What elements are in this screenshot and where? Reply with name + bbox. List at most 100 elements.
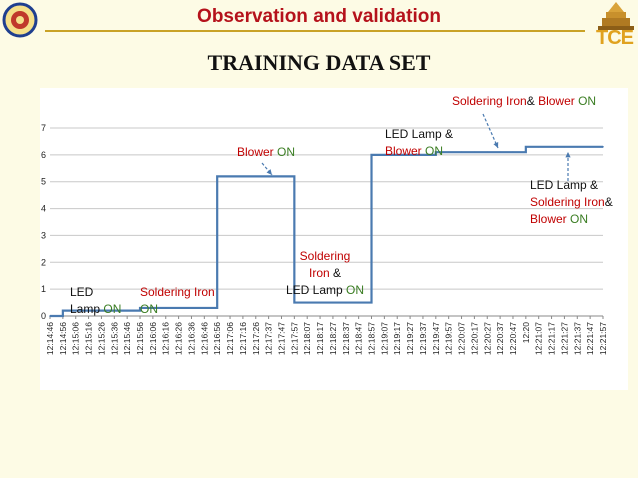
data-point: [164, 307, 167, 309]
x-tick-label: 12:16:26: [174, 322, 184, 355]
data-point: [332, 301, 334, 304]
temple-icon: [598, 2, 634, 30]
annotation-text: LED Lamp &: [385, 127, 453, 141]
x-tick-label: 12:15:46: [122, 322, 132, 355]
x-tick-label: 12:19:27: [405, 322, 415, 355]
annotation-text: Blower: [385, 144, 425, 158]
y-tick-label: 6: [41, 150, 46, 160]
data-point: [293, 301, 296, 304]
annotation-ann6: Soldering Iron& Blower ON: [452, 94, 596, 108]
data-point: [229, 175, 231, 178]
slide-subtitle: TRAINING DATA SET: [207, 50, 431, 75]
data-point: [435, 151, 437, 153]
data-point: [409, 154, 411, 156]
annotation-line: LED: [70, 285, 94, 299]
annotation-line: Soldering Iron&: [530, 195, 613, 209]
annotation-text: Soldering Iron: [530, 195, 605, 209]
data-point: [139, 307, 141, 309]
x-tick-label: 12:17:37: [264, 322, 274, 355]
x-tick-label: 12:15:16: [84, 322, 94, 355]
annotation-text: Iron: [309, 266, 333, 280]
data-point: [177, 307, 180, 309]
annotation-text: ON: [570, 212, 588, 226]
annotation-text: Lamp: [70, 302, 103, 316]
x-tick-label: 12:21:17: [547, 322, 557, 355]
x-tick-label: 12:15:26: [96, 322, 106, 355]
data-point: [563, 146, 566, 148]
annotation-ann3: Blower ON: [237, 145, 295, 159]
x-tick-label: 12:19:37: [418, 322, 428, 355]
y-tick-label: 4: [41, 204, 46, 214]
x-tick-label: 12:16:36: [186, 322, 196, 355]
y-tick-label: 3: [41, 230, 46, 240]
x-tick-label: 12:21:47: [585, 322, 595, 355]
annotation-text: Soldering Iron: [140, 285, 215, 299]
arrow-head: [565, 152, 571, 158]
x-tick-label: 12:18:47: [354, 322, 364, 355]
arrow-head: [493, 142, 499, 148]
x-tick-label: 12:21:37: [572, 322, 582, 355]
x-tick-label: 12:16:06: [148, 322, 158, 355]
annotation-line: LED Lamp ON: [286, 283, 364, 297]
x-tick-label: 12:15:36: [109, 322, 119, 355]
chart-panel: 0 1 2 3 4 5 6 7 12:14:46 12:14:56 12:15:06 12:15:16…: [40, 88, 628, 390]
annotation-text: LED: [70, 285, 94, 299]
annotation-text: ON: [425, 144, 443, 158]
annotation-ann5: LED Lamp & Blower ON: [385, 127, 453, 158]
x-tick-label: 12:14:56: [58, 322, 68, 355]
title-divider: [45, 30, 585, 32]
annotation-text: &: [605, 195, 613, 209]
y-tick-label: 5: [41, 177, 46, 187]
x-tick-label: 12:18:37: [341, 322, 351, 355]
x-tick-label: 12:16:56: [212, 322, 222, 355]
x-tick-label: 12:19:17: [392, 322, 402, 355]
x-tick-label: 12:21:07: [534, 322, 544, 355]
data-point: [589, 146, 591, 148]
data-point: [113, 309, 116, 312]
institution-emblem-icon: [2, 2, 38, 38]
annotation-text: Soldering Iron: [452, 94, 527, 108]
y-tick-label: 1: [41, 284, 46, 294]
data-point: [422, 154, 424, 156]
x-tick-label: 12:18:57: [367, 322, 377, 355]
annotation-line: Lamp ON: [70, 302, 121, 316]
x-tick-label: 12:14:46: [45, 322, 55, 355]
data-point: [473, 151, 476, 153]
x-tick-label: 12:20:37: [495, 322, 505, 355]
slide-title: Observation and validation: [197, 6, 441, 27]
x-tick-label: 12:20:07: [457, 322, 467, 355]
annotation-line: LED Lamp &: [385, 127, 453, 141]
data-point: [576, 146, 579, 148]
tce-logo: TCE: [594, 0, 638, 52]
x-tick-label: 12:18:27: [328, 322, 338, 355]
x-tick-label: 12:21:27: [559, 322, 569, 355]
data-point: [254, 175, 257, 178]
x-tick-label: 12:20:17: [469, 322, 479, 355]
annotation-arrow: [482, 113, 499, 149]
data-point: [447, 151, 450, 153]
x-tick-label: 12:16:46: [199, 322, 209, 355]
data-point: [267, 175, 270, 178]
annotation-line: Blower ON: [530, 212, 588, 226]
data-point: [370, 154, 373, 156]
annotation-text: &: [333, 266, 341, 280]
annotation-ann2: Soldering Iron ON: [140, 285, 215, 316]
x-tick-label: 12:17:57: [289, 322, 299, 355]
annotation-line: Soldering Iron& Blower ON: [452, 94, 596, 108]
data-point: [100, 309, 103, 312]
annotation-text: Soldering: [300, 249, 351, 263]
annotation-ann4: Soldering Iron & LED Lamp ON: [286, 249, 364, 297]
annotation-ann7: LED Lamp &Soldering Iron&Blower ON: [530, 178, 613, 226]
annotation-arrow: [261, 162, 273, 176]
data-point: [203, 307, 206, 309]
x-tick-label: 12:17:47: [276, 322, 286, 355]
x-tick-label: 12:17:16: [238, 322, 248, 355]
data-point: [499, 151, 501, 153]
annotation-line: LED Lamp &: [530, 178, 598, 192]
data-point: [62, 309, 64, 312]
annotation-line: Blower ON: [385, 144, 443, 158]
data-point: [126, 309, 128, 312]
x-tick-label: 12:15:56: [135, 322, 145, 355]
data-point: [242, 175, 244, 178]
